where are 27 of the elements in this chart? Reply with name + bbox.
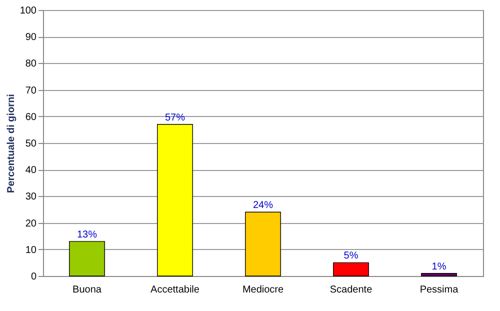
y-tick-label: 70 xyxy=(25,85,37,96)
y-tick-label: 50 xyxy=(25,138,37,150)
bar xyxy=(69,241,105,276)
bar xyxy=(245,212,281,276)
y-tick-label: 30 xyxy=(25,192,37,203)
x-tick-label: Scadente xyxy=(330,284,373,296)
y-tick-label: 0 xyxy=(30,272,37,282)
y-tick-label: 100 xyxy=(20,6,37,16)
y-tick-label: 80 xyxy=(25,58,37,70)
data-label: 24% xyxy=(252,200,274,212)
y-axis-title: Percentuale di giorni xyxy=(6,94,17,193)
x-tick-label: Pessima xyxy=(420,284,459,296)
bar xyxy=(333,262,369,276)
y-tick-label: 90 xyxy=(25,32,37,44)
y-tick-label: 10 xyxy=(25,244,37,256)
bar xyxy=(157,124,193,276)
data-label: 13% xyxy=(76,229,98,240)
y-tick-label: 20 xyxy=(25,218,37,230)
x-tick-label: Accettabile xyxy=(150,284,200,296)
y-tick-label: 40 xyxy=(25,165,37,176)
bar xyxy=(421,272,457,276)
data-label: 5% xyxy=(344,250,358,262)
x-tick-label: Buona xyxy=(72,284,102,296)
y-tick-label: 60 xyxy=(25,112,37,123)
data-label: 57% xyxy=(164,112,186,124)
data-label: 1% xyxy=(432,261,446,272)
x-tick-label: Mediocre xyxy=(242,284,284,296)
